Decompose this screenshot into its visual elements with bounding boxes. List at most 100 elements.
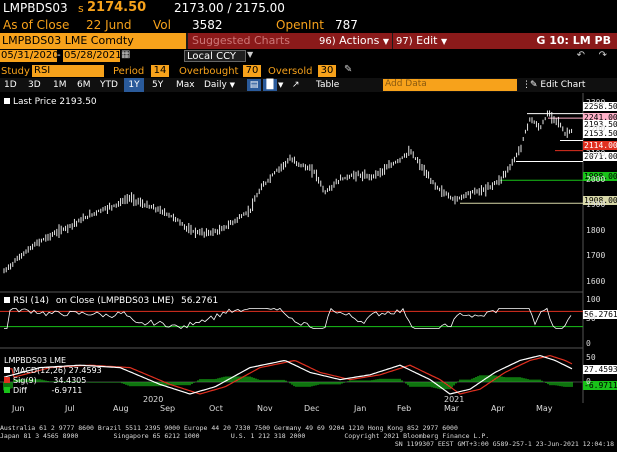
period-6m[interactable]: 6M bbox=[77, 80, 91, 90]
suggested-charts-button[interactable]: Suggested Charts bbox=[188, 33, 316, 49]
period-5y[interactable]: 5Y bbox=[152, 80, 164, 90]
x-year-label: 2021 bbox=[444, 395, 465, 404]
x-month-label: Feb bbox=[397, 404, 412, 413]
draw-line-icon[interactable]: ↗ bbox=[292, 80, 300, 90]
quote-subheader: As of Close 22 Jund Vol 3582 OpenInt 787 bbox=[0, 17, 617, 32]
macd-tick-label: 50 bbox=[586, 353, 596, 362]
last-price: 2174.50 bbox=[87, 0, 147, 15]
period-input[interactable]: 14 bbox=[151, 65, 169, 77]
openint-value: 787 bbox=[335, 17, 358, 32]
pencil-icon[interactable]: ✎ bbox=[344, 64, 353, 75]
study-label: Study bbox=[1, 65, 30, 77]
period-max[interactable]: Max bbox=[176, 80, 195, 90]
chart-type-bar-icon[interactable]: █ bbox=[263, 79, 277, 91]
price-tick-label: 2000 bbox=[586, 174, 606, 184]
suggested-charts-label: Suggested Charts bbox=[192, 34, 290, 47]
table-button[interactable]: Table bbox=[316, 80, 340, 90]
chart-svg bbox=[0, 93, 584, 403]
add-data-input[interactable]: Add Data bbox=[383, 79, 517, 91]
last-prefix: s bbox=[78, 2, 84, 15]
overbought-input[interactable]: 70 bbox=[243, 65, 261, 77]
price-level-label: 1908.00 bbox=[583, 196, 617, 205]
macd-tick-label: 0 bbox=[586, 377, 591, 386]
price-level-label: 2193.50 bbox=[583, 120, 617, 129]
macd-title: LMPBDS03 LME bbox=[4, 356, 67, 365]
price-legend-text: Last Price 2193.50 bbox=[13, 97, 97, 107]
footer-line-2: Japan 81 3 4565 8900 Singapore 65 6212 1… bbox=[0, 432, 490, 440]
diff-swatch bbox=[4, 387, 10, 393]
edit-button[interactable]: 97) Edit ▼ bbox=[393, 33, 457, 49]
frequency-chevron-icon: ▼ bbox=[229, 81, 236, 89]
toolbar-right-icons: ↶ ↷ bbox=[507, 50, 617, 62]
undo-icon[interactable]: ↶ bbox=[576, 50, 585, 61]
study-row: Study RSI Period 14 Overbought 70 Overso… bbox=[0, 64, 617, 78]
period-ytd[interactable]: YTD bbox=[100, 80, 118, 90]
sig-value: 34.4305 bbox=[53, 376, 87, 385]
period-3d[interactable]: 3D bbox=[28, 80, 41, 90]
period-1y[interactable]: 1Y bbox=[124, 78, 144, 92]
period-1m[interactable]: 1M bbox=[53, 80, 67, 90]
x-month-label: Dec bbox=[304, 404, 320, 413]
chart-area bbox=[0, 93, 617, 403]
openint-label: OpenInt bbox=[276, 17, 324, 32]
add-data-placeholder: Add Data bbox=[385, 79, 427, 89]
price-legend: Last Price 2193.50 bbox=[4, 97, 97, 107]
currency-chevron-icon[interactable]: ▼ bbox=[247, 50, 254, 59]
sig-label: Sig(9) bbox=[13, 376, 37, 385]
ticker: LMPBDS03 bbox=[3, 1, 68, 15]
quote-header: LMPBDS03 s 2174.50 2173.00 / 2175.00 bbox=[0, 0, 617, 17]
x-month-label: Nov bbox=[257, 404, 273, 413]
redo-icon[interactable]: ↷ bbox=[598, 50, 607, 61]
security-field[interactable]: LMPBDS03 LME Comdty bbox=[0, 33, 186, 49]
study-value: RSI bbox=[34, 65, 51, 76]
edit-chart-button[interactable]: ✎ Edit Chart bbox=[530, 80, 585, 90]
period-row: 1D 3D 1M 6M YTD 1Y 5Y Max Daily ▼ ▤ █ ▼ … bbox=[0, 78, 617, 92]
edit-label: Edit bbox=[416, 34, 438, 47]
price-tick-label: 2300 bbox=[586, 98, 606, 107]
as-of-label: As of Close bbox=[3, 17, 70, 32]
x-month-label: Oct bbox=[209, 404, 223, 413]
chart-settings-icon[interactable]: ⋮ bbox=[522, 80, 531, 90]
period-1d[interactable]: 1D bbox=[4, 80, 17, 90]
rsi-legend-swatch bbox=[4, 297, 10, 303]
vol-label: Vol bbox=[153, 17, 171, 32]
currency-select[interactable]: Local CCY bbox=[184, 50, 246, 62]
diff-value: -6.9711 bbox=[51, 386, 83, 395]
footer-line-3: SN 1199307 EEST GMT+3:00 G589-257-1 23-J… bbox=[394, 440, 614, 448]
macd-value-label: 27.4593 bbox=[583, 365, 617, 374]
price-level-label: 1998.00 bbox=[583, 172, 617, 181]
chart-type-candle-icon[interactable]: ▤ bbox=[247, 79, 261, 91]
edit-chevron-icon: ▼ bbox=[440, 37, 448, 46]
rsi-tick-label: 100 bbox=[586, 295, 601, 304]
end-date-field[interactable]: 05/28/2021 bbox=[63, 50, 122, 62]
rsi-line bbox=[4, 307, 572, 330]
start-date-field[interactable]: 05/31/2020 bbox=[0, 50, 59, 62]
period-label: Period bbox=[113, 65, 145, 77]
vol-value: 3582 bbox=[192, 17, 223, 32]
diff-value-label: -6.9711 bbox=[583, 381, 617, 390]
actions-button[interactable]: 96) Actions ▼ bbox=[316, 33, 392, 49]
actions-chevron-icon: ▼ bbox=[382, 37, 389, 46]
price-tick-label: 1800 bbox=[586, 225, 606, 235]
study-select[interactable]: RSI bbox=[32, 65, 104, 77]
oversold-input[interactable]: 30 bbox=[318, 65, 336, 77]
bid-ask: 2173.00 / 2175.00 bbox=[174, 1, 285, 15]
frequency-select[interactable]: Daily ▼ bbox=[204, 80, 235, 90]
edit-num: 97) bbox=[396, 36, 413, 47]
price-level-label: 2241.00 bbox=[583, 113, 617, 122]
as-of-date: 22 Jund bbox=[86, 17, 132, 32]
price-level-label: 2114.00 bbox=[583, 141, 617, 150]
chart-type-chevron-icon[interactable]: ▼ bbox=[278, 81, 284, 89]
price-tick-label: 2100 bbox=[586, 149, 606, 159]
x-month-label: Jun bbox=[12, 404, 25, 413]
overbought-label: Overbought bbox=[179, 65, 239, 77]
date-separator: - bbox=[57, 50, 61, 61]
x-year-label: 2020 bbox=[143, 395, 164, 404]
price-tick-label: 1600 bbox=[586, 277, 606, 286]
currency-value: Local CCY bbox=[187, 51, 236, 62]
x-month-label: Mar bbox=[444, 404, 460, 413]
price-level-label: 2153.50 bbox=[583, 129, 617, 138]
rsi-legend-label: RSI (14) bbox=[13, 296, 49, 306]
calendar-icon[interactable]: ▦ bbox=[121, 49, 131, 60]
price-level-label: 2258.50 bbox=[583, 102, 617, 111]
